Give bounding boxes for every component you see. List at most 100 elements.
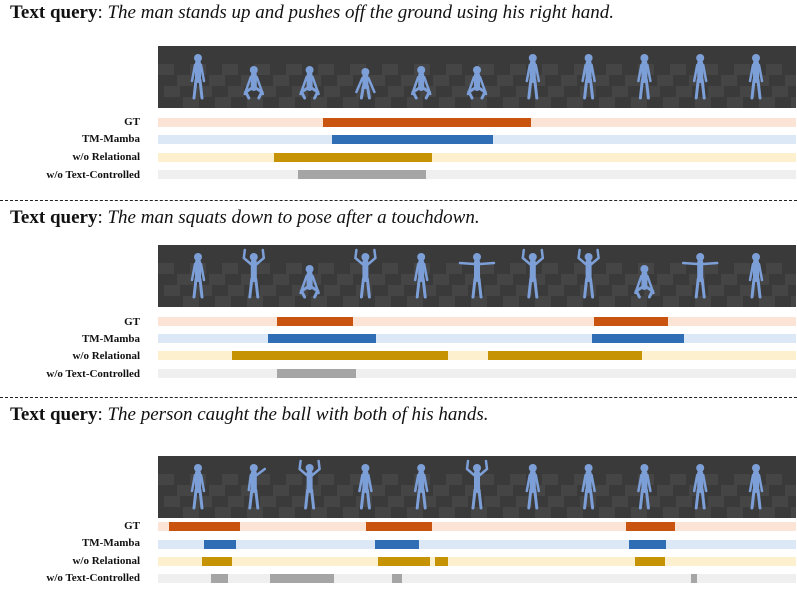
floor-tile — [388, 86, 404, 97]
human-figure — [521, 248, 545, 299]
floor-tile — [209, 75, 225, 86]
floor-tile — [785, 75, 796, 86]
floor-tile — [484, 285, 500, 296]
track-relational — [158, 351, 796, 360]
floor-tile — [375, 507, 391, 518]
floor-tile — [337, 485, 353, 496]
floor-tile — [343, 507, 359, 518]
floor-tile — [311, 97, 327, 108]
interval-segment — [628, 540, 666, 549]
floor-tile — [446, 474, 462, 485]
human-figure — [242, 248, 266, 299]
floor-tile — [158, 474, 174, 485]
floor-tile — [574, 263, 590, 274]
floor-tile — [311, 507, 327, 518]
interval-segment — [232, 351, 449, 360]
floor-tile — [215, 97, 231, 108]
human-figure — [458, 253, 496, 299]
track-relational — [158, 153, 796, 162]
floor-tile — [676, 496, 692, 507]
floor-tile — [388, 496, 404, 507]
floor-tile — [209, 485, 225, 496]
floor-tile — [465, 274, 481, 285]
interval-segment — [202, 557, 232, 566]
row-label-tm-mamba: TM-Mamba — [81, 133, 140, 145]
human-figure — [299, 265, 320, 299]
floor-tile — [625, 75, 641, 86]
floor-tile — [369, 485, 385, 496]
row-label-relational: w/o Relational — [72, 555, 140, 567]
floor-tile — [158, 263, 174, 274]
floor-tile — [657, 274, 673, 285]
floor-tile — [286, 474, 302, 485]
floor-tile — [644, 86, 660, 97]
human-figure — [243, 66, 265, 100]
query-label: Text query — [10, 207, 98, 228]
floor-tile — [708, 496, 724, 507]
row-label-relational: w/o Relational — [72, 151, 140, 163]
floor-tile — [510, 64, 526, 75]
floor-tile — [407, 97, 423, 108]
floor-tile — [721, 485, 737, 496]
floor-tile — [516, 285, 532, 296]
floor-tile — [375, 97, 391, 108]
floor-tile — [670, 64, 686, 75]
human-figure — [637, 464, 652, 510]
floor-tile — [452, 86, 468, 97]
floor-tile — [343, 296, 359, 307]
floor-tile — [612, 86, 628, 97]
human-figure — [748, 464, 764, 510]
floor-tile — [318, 64, 334, 75]
interval-segment — [277, 317, 354, 326]
human-figure — [355, 68, 376, 100]
floor-tile — [382, 474, 398, 485]
floor-tile — [529, 485, 545, 496]
floor-tile — [318, 474, 334, 485]
floor-tile — [510, 263, 526, 274]
floor-tile — [529, 75, 545, 86]
floor-tile — [580, 285, 596, 296]
floor-tile — [516, 86, 532, 97]
query-text: The man stands up and pushes off the gro… — [107, 2, 614, 23]
floor-tile — [574, 64, 590, 75]
query-text: The person caught the ball with both of … — [107, 404, 489, 425]
floor-tile — [580, 86, 596, 97]
floor-tile — [484, 496, 500, 507]
floor-tile — [548, 86, 564, 97]
floor-tile — [388, 285, 404, 296]
query-label: Text query — [10, 404, 98, 425]
floor-tile — [695, 97, 711, 108]
panel-2: Text query: The man squats down to pose … — [0, 205, 797, 395]
floor-tile — [215, 296, 231, 307]
floor-tile — [702, 474, 718, 485]
floor-tile — [439, 97, 455, 108]
floor-tile — [433, 485, 449, 496]
track-relational — [158, 557, 796, 566]
row-label-gt: GT — [124, 316, 140, 328]
row-label-text-controlled: w/o Text-Controlled — [46, 572, 140, 584]
floor-tile — [337, 274, 353, 285]
floor-tile — [759, 97, 775, 108]
human-figure — [581, 464, 596, 510]
human-figure — [466, 66, 488, 100]
row-label-text-controlled: w/o Text-Controlled — [46, 169, 140, 181]
floor-tile — [164, 285, 180, 296]
human-figure — [354, 248, 377, 299]
floor-tile — [657, 75, 673, 86]
text-query: Text query: The person caught the ball w… — [10, 404, 489, 425]
interval-segment — [635, 557, 666, 566]
floor-tile — [369, 75, 385, 86]
floor-tile — [542, 64, 558, 75]
floor-tile — [727, 97, 743, 108]
floor-tile — [644, 496, 660, 507]
interval-segment — [690, 574, 698, 583]
floor-tile — [663, 296, 679, 307]
human-figure — [410, 66, 432, 100]
floor-tile — [670, 263, 686, 274]
interval-segment — [625, 522, 676, 531]
human-figure — [190, 464, 206, 510]
panel-1: Text query: The man stands up and pushes… — [0, 0, 797, 195]
floor-tile — [676, 86, 692, 97]
floor-tile — [593, 274, 609, 285]
human-figure — [637, 54, 652, 100]
